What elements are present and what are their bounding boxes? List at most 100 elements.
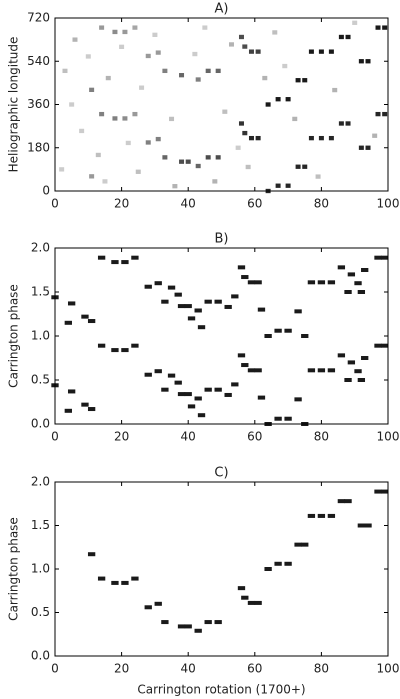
phase-dash xyxy=(354,369,362,374)
x-tick-label: 20 xyxy=(114,662,129,676)
phase-dash xyxy=(264,567,272,571)
phase-dash xyxy=(111,348,119,353)
heat-cell xyxy=(265,102,271,107)
heat-cell xyxy=(192,51,198,57)
x-tick-label: 20 xyxy=(114,430,129,444)
phase-dash xyxy=(187,404,196,409)
phase-dash xyxy=(247,368,256,373)
phase-dash xyxy=(224,392,232,397)
phase-dash xyxy=(194,396,202,401)
phase-dash xyxy=(257,307,266,312)
phase-dash xyxy=(347,360,356,365)
phase-dash xyxy=(284,328,292,333)
x-tick-label: 0 xyxy=(51,197,59,211)
y-tick-label: 1.5 xyxy=(31,518,50,532)
phase-dash xyxy=(224,304,232,309)
heat-cell xyxy=(248,49,254,54)
heat-cell xyxy=(332,87,338,93)
heat-cell xyxy=(238,121,244,126)
x-tick-label: 100 xyxy=(377,197,400,211)
y-tick-label: 2.0 xyxy=(31,475,50,489)
heat-cell xyxy=(365,59,371,64)
heat-cell xyxy=(248,135,254,141)
heat-cell xyxy=(358,145,364,150)
phase-dash xyxy=(327,280,336,285)
heat-cell xyxy=(95,152,101,158)
heat-cell xyxy=(162,155,168,160)
phase-dash xyxy=(294,309,302,314)
heat-cell xyxy=(179,73,185,78)
phase-dash xyxy=(161,620,169,625)
phase-dash xyxy=(307,368,316,373)
heat-cell xyxy=(99,111,105,117)
phase-dash xyxy=(237,586,246,591)
heat-cell xyxy=(375,111,381,117)
phase-dash xyxy=(374,255,382,260)
phase-dash xyxy=(81,402,89,407)
phase-dash xyxy=(337,265,346,270)
heat-cell xyxy=(292,116,298,122)
phase-dash xyxy=(81,314,89,319)
heat-cell xyxy=(89,87,95,93)
heat-cell xyxy=(112,29,118,35)
heat-cell xyxy=(328,49,334,54)
phase-dash xyxy=(197,413,206,418)
phase-dash xyxy=(374,343,382,348)
y-tick-label: 360 xyxy=(27,97,50,111)
y-tick-label: 0.0 xyxy=(31,649,50,663)
heat-cell xyxy=(215,68,221,74)
phase-dash xyxy=(274,328,282,333)
phase-dash xyxy=(161,299,169,304)
heat-cell xyxy=(255,49,261,54)
phase-dash xyxy=(237,265,246,270)
phase-dash xyxy=(274,561,282,566)
y-tick-label: 0.5 xyxy=(31,373,50,387)
phase-dash xyxy=(361,356,369,360)
heat-cell xyxy=(195,77,201,82)
phase-dash xyxy=(184,392,192,397)
phase-dash xyxy=(184,624,192,629)
y-tick-label: 0.0 xyxy=(31,417,50,431)
phase-dash xyxy=(187,316,196,321)
phase-dash xyxy=(167,285,176,290)
heat-cell xyxy=(99,25,105,30)
phase-dash xyxy=(307,280,316,285)
x-tick-label: 0 xyxy=(51,662,59,676)
x-axis-label: Carrington rotation (1700+) xyxy=(137,683,305,697)
heat-cell xyxy=(382,25,388,30)
phase-dash xyxy=(111,580,119,585)
heat-cell xyxy=(262,75,268,81)
heat-cell xyxy=(372,133,378,138)
phase-dash xyxy=(174,292,182,297)
phase-dash xyxy=(317,368,326,373)
phase-dash xyxy=(97,255,106,260)
phase-dash xyxy=(231,382,239,387)
phase-dash xyxy=(174,380,182,385)
heat-cell xyxy=(235,145,241,150)
phase-dash xyxy=(177,624,186,629)
heat-cell xyxy=(205,155,211,160)
heat-cell xyxy=(112,116,118,121)
phase-dash xyxy=(254,280,262,285)
phase-dash xyxy=(364,523,372,528)
heat-cell xyxy=(345,34,351,40)
heat-cell xyxy=(242,130,248,136)
heat-cell xyxy=(238,34,244,40)
phase-dash xyxy=(294,542,302,547)
heat-cell xyxy=(202,25,208,30)
phase-dash xyxy=(327,513,336,518)
heat-cell xyxy=(242,44,248,49)
phase-dash xyxy=(357,290,366,294)
phase-dash xyxy=(131,255,139,260)
heat-cell xyxy=(152,32,158,37)
phase-dash xyxy=(64,320,72,325)
phase-dash xyxy=(87,319,96,324)
x-tick-label: 60 xyxy=(247,662,262,676)
phase-dash xyxy=(87,407,96,412)
y-tick-label: 1.0 xyxy=(31,562,50,576)
heat-cell xyxy=(122,116,128,121)
phase-dash xyxy=(231,294,239,299)
phase-dash xyxy=(337,353,346,358)
heat-cell xyxy=(132,25,138,30)
heat-cell xyxy=(89,174,95,179)
